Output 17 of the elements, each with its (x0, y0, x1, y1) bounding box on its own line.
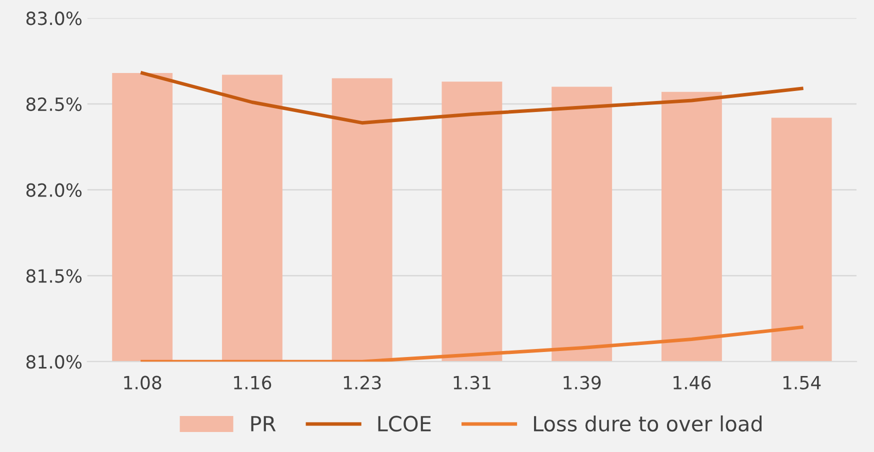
y-tick-label: 81.5% (26, 269, 82, 283)
x-tick-label: 1.16 (234, 376, 272, 390)
legend-label: Loss dure to over load (534, 415, 762, 432)
x-tick-label: 1.54 (783, 376, 821, 390)
x-tick-label: 1.31 (454, 376, 490, 390)
y-tick-label: 82.5% (26, 97, 82, 112)
y-tick-label: 81.0% (26, 355, 82, 369)
x-tick-label: 1.46 (674, 376, 711, 390)
line-series (140, 71, 804, 125)
y-tick-label: 83.0% (26, 12, 82, 26)
x-tick-label: 1.23 (344, 376, 381, 390)
legend-label: LCOE (378, 416, 431, 432)
legend-label: PR (251, 416, 276, 432)
line-series (140, 326, 804, 362)
y-tick-label: 82.0% (26, 183, 82, 197)
x-tick-label: 1.08 (124, 376, 162, 390)
x-tick-label: 1.39 (564, 376, 601, 390)
